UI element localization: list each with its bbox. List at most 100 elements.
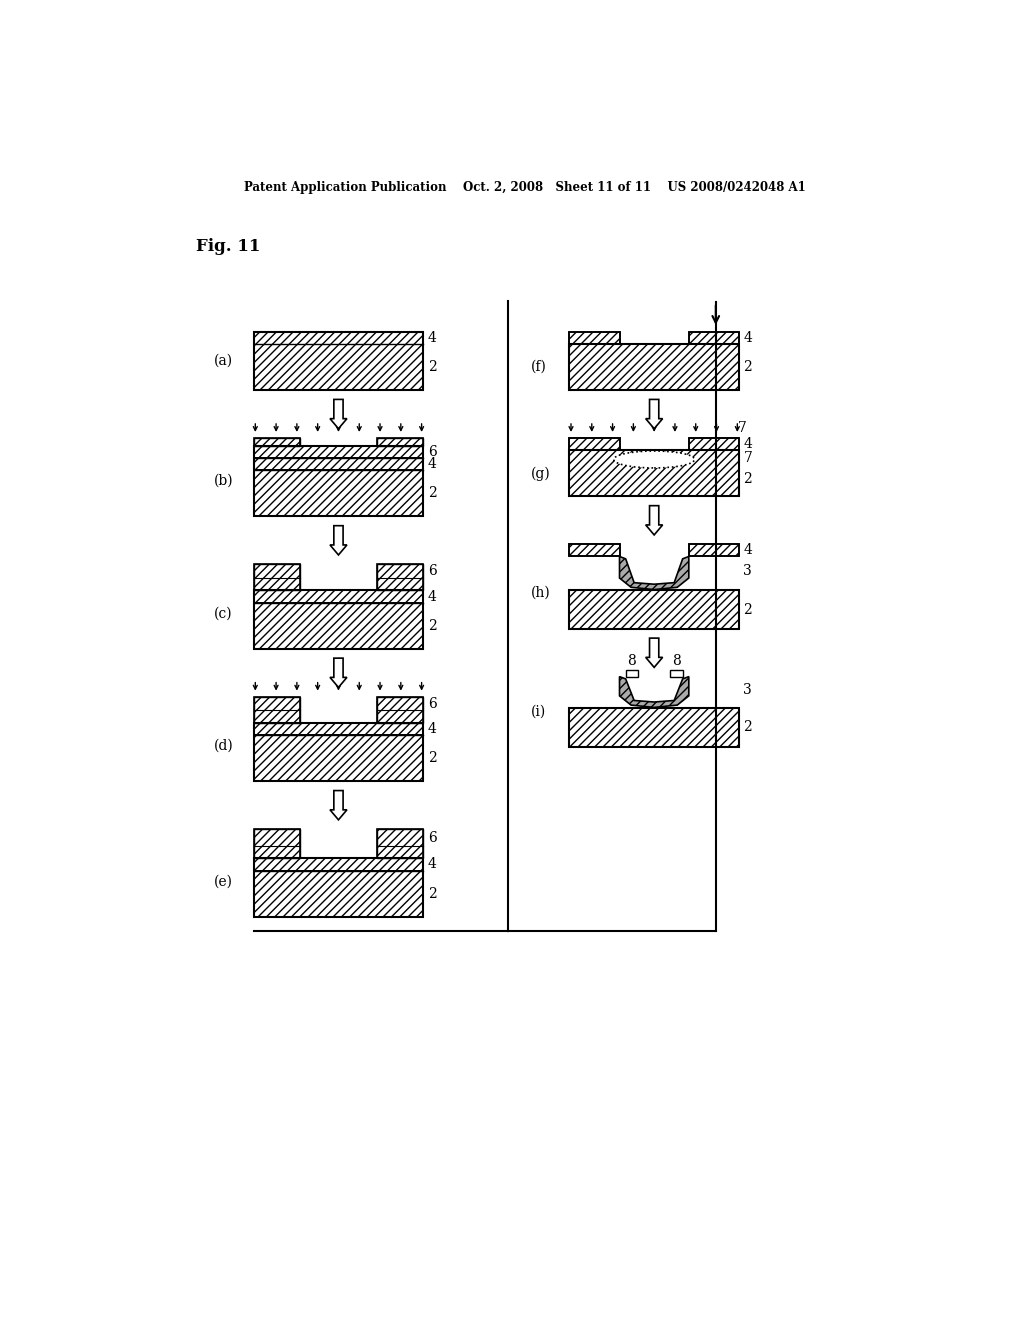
Bar	[689, 544, 739, 557]
Bar	[689, 438, 739, 450]
Text: 2: 2	[428, 887, 436, 900]
Text: 6: 6	[428, 564, 436, 578]
Bar	[569, 331, 620, 345]
Bar	[569, 450, 739, 496]
Ellipse shape	[613, 451, 694, 469]
Polygon shape	[330, 400, 347, 429]
Bar	[569, 544, 620, 557]
Bar	[254, 458, 423, 470]
Bar	[569, 331, 620, 345]
Polygon shape	[330, 525, 347, 554]
Text: (g): (g)	[531, 466, 551, 480]
Bar	[377, 438, 423, 446]
Text: 4: 4	[743, 544, 753, 557]
Text: 3: 3	[743, 682, 753, 697]
Text: 7: 7	[743, 451, 753, 465]
Bar	[254, 697, 300, 723]
Text: (c): (c)	[214, 606, 232, 620]
Text: 4: 4	[428, 590, 436, 603]
Text: 2: 2	[743, 721, 753, 734]
Text: 8: 8	[672, 655, 681, 668]
Text: 6: 6	[428, 445, 436, 459]
Bar	[377, 438, 423, 446]
Polygon shape	[646, 638, 663, 668]
Bar	[569, 345, 739, 391]
Text: 2: 2	[428, 751, 436, 766]
Polygon shape	[646, 400, 663, 429]
Bar	[689, 331, 739, 345]
Bar	[254, 871, 423, 917]
Text: 2: 2	[743, 473, 753, 487]
Text: 4: 4	[743, 437, 753, 451]
Text: 4: 4	[428, 722, 436, 737]
Text: 2: 2	[428, 619, 436, 632]
Text: 4: 4	[428, 331, 436, 345]
Bar	[569, 708, 739, 747]
Bar	[569, 708, 739, 747]
Polygon shape	[646, 506, 663, 535]
Bar	[254, 735, 423, 781]
Bar	[569, 438, 620, 450]
Bar	[254, 723, 423, 781]
Polygon shape	[620, 557, 689, 590]
Bar	[254, 829, 300, 858]
Text: 8: 8	[628, 655, 636, 668]
Text: 2: 2	[743, 360, 753, 374]
Bar	[254, 438, 300, 446]
Text: (i): (i)	[531, 705, 546, 718]
Bar	[254, 603, 423, 649]
Bar	[689, 331, 739, 345]
Text: 7: 7	[738, 421, 746, 434]
Bar	[626, 671, 638, 677]
Text: Patent Application Publication    Oct. 2, 2008   Sheet 11 of 11    US 2008/02420: Patent Application Publication Oct. 2, 2…	[244, 181, 806, 194]
Bar	[254, 829, 300, 858]
Bar	[689, 438, 739, 450]
Bar	[254, 331, 423, 391]
Bar	[377, 697, 423, 723]
Bar	[569, 590, 739, 628]
Text: 6: 6	[428, 830, 436, 845]
Bar	[689, 544, 739, 557]
Text: 2: 2	[428, 486, 436, 500]
Bar	[377, 829, 423, 858]
Bar	[254, 446, 423, 516]
Bar	[671, 671, 683, 677]
Bar	[377, 564, 423, 590]
Text: 2: 2	[428, 360, 436, 374]
Text: (d): (d)	[214, 739, 233, 752]
Text: (e): (e)	[214, 874, 232, 888]
Bar	[254, 470, 423, 516]
Bar	[569, 544, 620, 557]
Bar	[569, 450, 739, 496]
Bar	[254, 446, 423, 458]
Bar	[254, 564, 300, 590]
Bar	[254, 564, 300, 590]
Bar	[254, 590, 423, 603]
Bar	[377, 564, 423, 590]
Bar	[569, 590, 739, 628]
Text: (h): (h)	[531, 586, 551, 599]
Polygon shape	[330, 659, 347, 688]
Bar	[569, 438, 620, 450]
Text: 3: 3	[743, 564, 753, 578]
Text: 2: 2	[743, 603, 753, 616]
Text: (a): (a)	[214, 354, 232, 368]
Text: 4: 4	[428, 457, 436, 471]
Bar	[254, 590, 423, 649]
Bar	[377, 829, 423, 858]
Text: Fig. 11: Fig. 11	[196, 239, 260, 256]
Text: 4: 4	[743, 331, 753, 345]
Text: 4: 4	[428, 858, 436, 871]
Bar	[569, 345, 739, 391]
Bar	[254, 723, 423, 735]
Text: (f): (f)	[531, 360, 547, 374]
Bar	[254, 331, 423, 391]
Bar	[254, 858, 423, 871]
Polygon shape	[620, 677, 689, 708]
Text: 6: 6	[428, 697, 436, 710]
Bar	[377, 697, 423, 723]
Bar	[254, 697, 300, 723]
Bar	[254, 858, 423, 917]
Text: (b): (b)	[214, 474, 233, 488]
Polygon shape	[330, 791, 347, 820]
